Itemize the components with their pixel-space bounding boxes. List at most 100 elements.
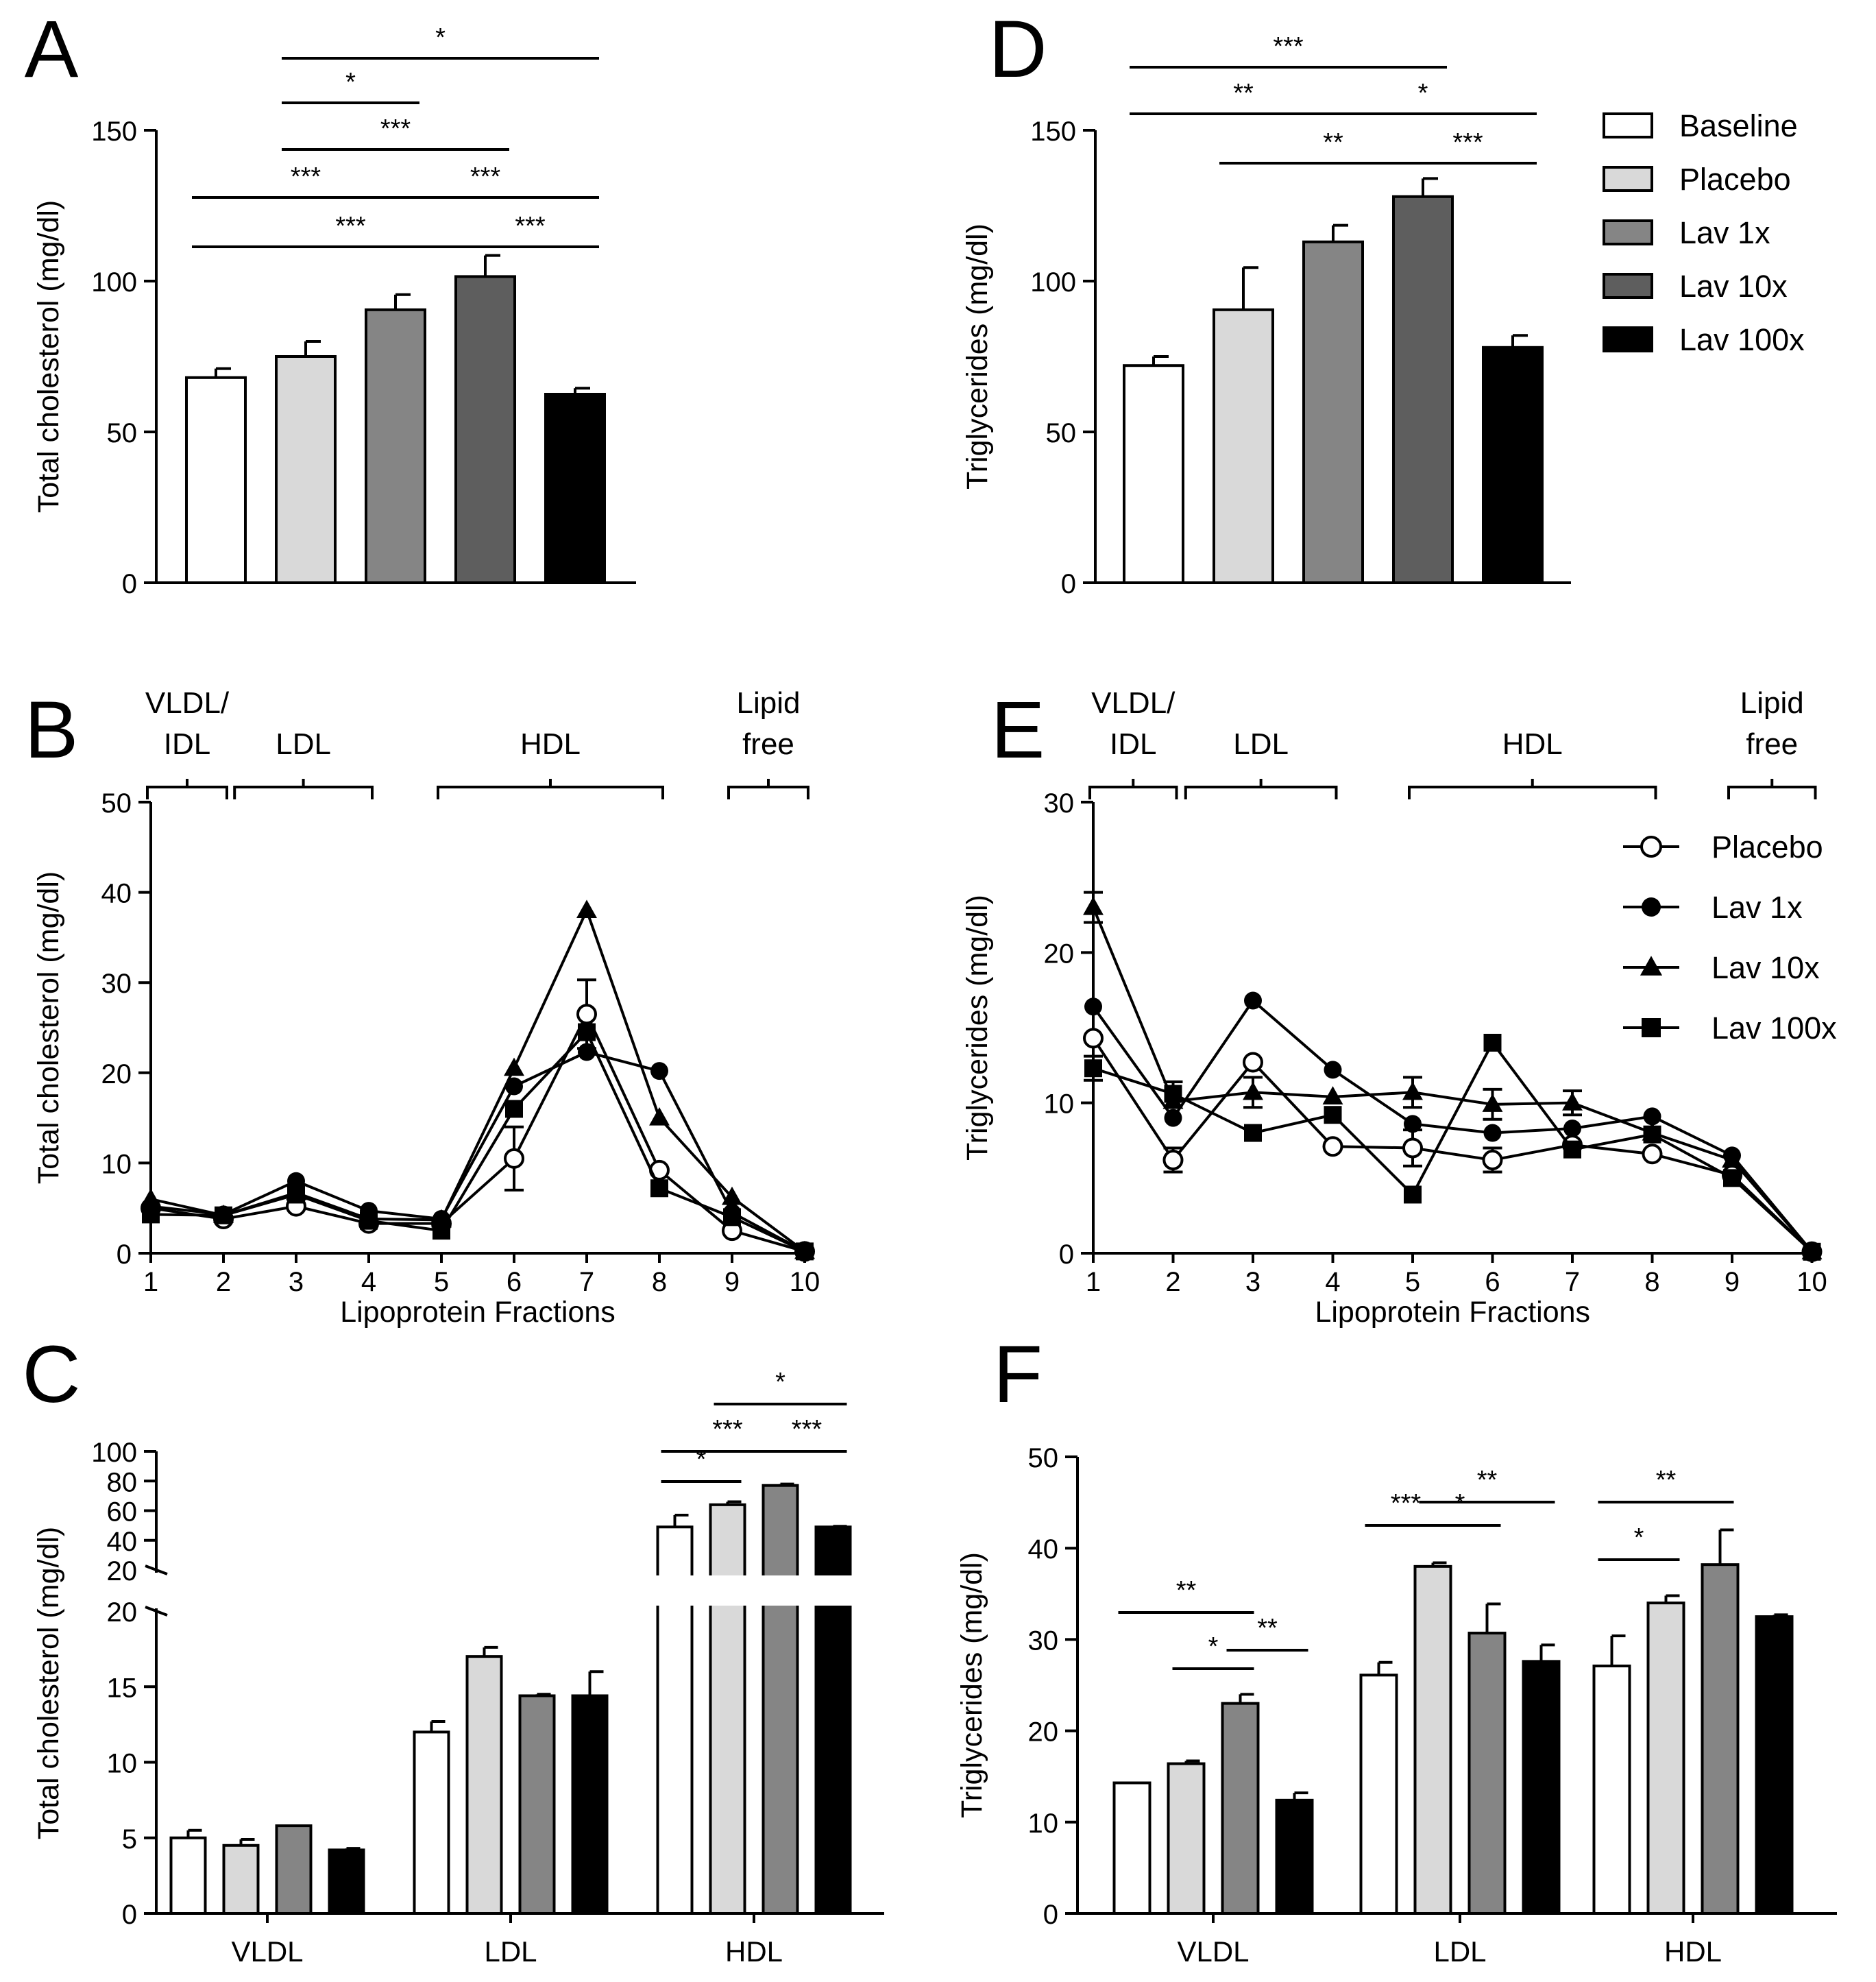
point-placebo-2: [1162, 1150, 1184, 1171]
region-bracket: [1727, 779, 1817, 799]
region-label-line: Lipid: [1740, 686, 1804, 720]
point-lav-100x-5: [433, 1222, 450, 1240]
series-line-placebo: [1092, 1037, 1813, 1253]
point-lav-10x-4: [1322, 1086, 1343, 1104]
point-lav-10x-9: [722, 1186, 742, 1205]
x-tick-label: 7: [579, 1267, 594, 1297]
point-lav-100x-4: [1324, 1106, 1342, 1124]
significance-label: ***: [470, 162, 501, 191]
y-tick-label: 0: [122, 569, 137, 599]
point-placebo-8: [1642, 1144, 1663, 1165]
y-tick-label: 40: [1028, 1534, 1059, 1564]
point-lav-10x-8: [649, 1107, 670, 1126]
region-bracket: [233, 779, 374, 799]
legend-label-lav-1x: Lav 1x: [1711, 890, 1803, 925]
point-lav-1x-7: [1563, 1119, 1581, 1137]
significance-label: ***: [291, 162, 321, 191]
bar-vldl-lav-1x: [1221, 1702, 1260, 1915]
series-lav-10x: [1083, 891, 1823, 1259]
point-lav-10x-6: [504, 1057, 524, 1076]
legend-marker-lav-100x: [1642, 1018, 1661, 1037]
y-tick-label: 40: [101, 879, 132, 909]
significance-label: ***: [335, 212, 366, 241]
category-label-ldl: LDL: [484, 1935, 537, 1968]
point-placebo-6: [1482, 1150, 1503, 1171]
y-tick-label: 0: [1059, 1240, 1074, 1270]
bar-lav-1x: [365, 308, 426, 584]
legend-lines: Placebo Lav 1x Lav 10x Lav 100x: [1623, 830, 1837, 1046]
series-lav-1x: [1084, 991, 1821, 1261]
series-line-lav-100x: [150, 1030, 805, 1253]
x-tick-label: 9: [724, 1267, 740, 1297]
point-lav-100x-6: [505, 1100, 523, 1118]
legend-marker-lav-10x: [1640, 956, 1663, 976]
region-label-lipid-free: Lipid free: [1740, 686, 1804, 761]
significance-label: **: [1323, 128, 1343, 157]
region-label-vldl-idl: VLDL/IDL: [1091, 686, 1175, 761]
legend-swatch-lav-100x: [1603, 326, 1653, 352]
bar-baseline: [185, 376, 247, 584]
point-lav-1x-4: [1324, 1061, 1342, 1079]
point-lav-100x-9: [723, 1208, 741, 1226]
point-lav-1x-6: [505, 1077, 523, 1096]
point-lav-10x-7: [576, 899, 597, 918]
legend-swatch-lav-10x: [1603, 273, 1653, 299]
bar-hdl-lav-1x: [1701, 1563, 1740, 1915]
x-tick-label: 9: [1725, 1267, 1740, 1297]
point-placebo-5: [1402, 1137, 1423, 1159]
significance-label: **: [1656, 1466, 1677, 1495]
bar-placebo: [275, 355, 337, 584]
category-label-vldl: VLDL: [231, 1935, 303, 1968]
y-tick-label: 30: [1028, 1626, 1059, 1656]
y-tick-label: 10: [1028, 1809, 1059, 1839]
point-lav-100x-8: [650, 1179, 668, 1198]
y-tick-label: 20: [101, 1059, 132, 1089]
significance-label: *: [775, 1368, 785, 1397]
y-tick-label: 100: [91, 267, 137, 298]
axis-break-gap: [160, 1575, 888, 1606]
significance-label: **: [1257, 1614, 1278, 1643]
legend-swatch-placebo: [1603, 166, 1653, 192]
x-axis-title: Lipoprotein Fractions: [1315, 1296, 1590, 1329]
y-tick-label: 50: [1046, 418, 1077, 448]
x-tick-label: 5: [1405, 1267, 1420, 1297]
significance-label: **: [1233, 79, 1254, 108]
significance-label: *: [1418, 79, 1428, 108]
bar-vldl-placebo: [222, 1844, 260, 1915]
point-lav-100x-1: [142, 1205, 160, 1224]
point-lav-10x-6: [1482, 1093, 1503, 1112]
series-lav-100x: [1084, 1033, 1821, 1261]
point-lav-100x-3: [1244, 1124, 1262, 1142]
panel-f: F 0 10 20 30 40 50 Triglycerides (mg/dl) VLDL LDL…: [955, 1329, 1837, 1968]
point-lav-100x-8: [1643, 1125, 1661, 1144]
x-tick-label: 2: [216, 1267, 231, 1297]
region-label-line: Lipid: [737, 686, 801, 720]
point-lav-1x-8: [1643, 1107, 1661, 1126]
region-label-vldl-idl: VLDL/IDL: [145, 686, 230, 761]
bar-lav-1x: [1302, 240, 1364, 584]
region-label-line: LDL: [276, 727, 331, 761]
region-label-hdl: HDL: [520, 727, 581, 761]
bar-vldl-lav-1x: [275, 1824, 313, 1915]
point-lav-100x-1: [1084, 1059, 1102, 1078]
significance-label: *: [345, 68, 356, 97]
panel-letter-f: F: [993, 1329, 1043, 1420]
y-tick-label: 100: [91, 1438, 137, 1468]
point-placebo-1: [1083, 1028, 1104, 1049]
y-tick-label: 5: [122, 1824, 137, 1854]
region-bracket: [1088, 779, 1178, 799]
legend-marker-lav-1x: [1642, 897, 1661, 917]
legend-label-baseline: Baseline: [1679, 108, 1798, 143]
bar-placebo: [1213, 308, 1274, 584]
y-tick-label: 50: [101, 788, 132, 819]
bar-vldl-baseline: [1112, 1781, 1152, 1915]
legend-label-lav-100x: Lav 100x: [1679, 322, 1805, 357]
region-label-line: VLDL/: [145, 686, 230, 720]
axis-break-mark: [145, 1606, 168, 1617]
significance-label: ***: [1273, 32, 1304, 61]
legend-label-lav-1x: Lav 1x: [1679, 215, 1770, 250]
panel-letter-d: D: [988, 4, 1047, 95]
point-placebo-7: [576, 1004, 597, 1025]
